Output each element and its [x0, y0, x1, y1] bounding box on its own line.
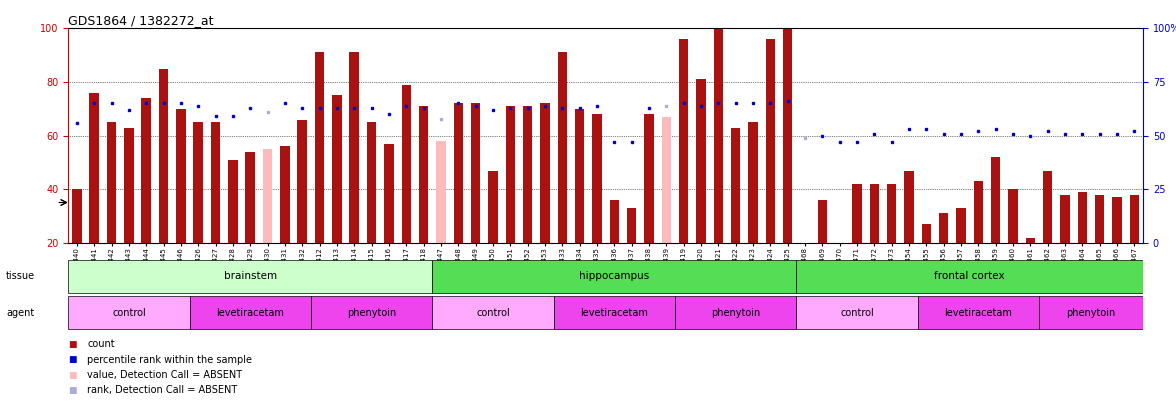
Text: control: control	[840, 308, 874, 318]
Bar	[696, 79, 706, 243]
Bar	[714, 12, 723, 243]
Text: GDS1864 / 1382272_at: GDS1864 / 1382272_at	[68, 14, 214, 27]
Bar	[141, 98, 151, 243]
Bar	[488, 171, 497, 243]
Bar	[679, 39, 688, 243]
Text: hippocampus: hippocampus	[580, 271, 649, 281]
Bar	[211, 122, 220, 243]
Bar	[367, 122, 376, 243]
Bar	[176, 109, 186, 243]
Bar	[869, 184, 880, 243]
Text: levetiracetam: levetiracetam	[944, 308, 1013, 318]
Bar	[835, 243, 844, 248]
Bar	[1040, 296, 1143, 329]
Bar	[1112, 197, 1122, 243]
Bar	[89, 93, 99, 243]
Bar	[189, 296, 310, 329]
Bar	[853, 184, 862, 243]
Bar	[107, 122, 116, 243]
Bar	[662, 117, 671, 243]
Bar	[748, 122, 757, 243]
Bar	[125, 128, 134, 243]
Bar	[470, 103, 480, 243]
Bar	[796, 260, 1143, 293]
Bar	[385, 144, 394, 243]
Bar	[1095, 195, 1104, 243]
Bar	[349, 53, 359, 243]
Text: brainstem: brainstem	[223, 271, 276, 281]
Bar	[557, 53, 567, 243]
Bar	[310, 296, 433, 329]
Text: phenytoin: phenytoin	[347, 308, 396, 318]
Bar	[991, 157, 1001, 243]
Text: control: control	[112, 308, 146, 318]
Text: levetiracetam: levetiracetam	[216, 308, 285, 318]
Text: percentile rank within the sample: percentile rank within the sample	[87, 355, 252, 364]
Bar	[956, 208, 965, 243]
Bar	[1130, 195, 1140, 243]
Text: levetiracetam: levetiracetam	[581, 308, 648, 318]
Bar	[401, 85, 412, 243]
Text: ■: ■	[68, 355, 76, 364]
Bar	[917, 296, 1040, 329]
Bar	[159, 68, 168, 243]
Bar	[72, 190, 81, 243]
Bar	[644, 114, 654, 243]
Text: ■: ■	[68, 371, 76, 379]
Bar	[817, 200, 827, 243]
Bar	[1025, 238, 1035, 243]
Text: ■: ■	[68, 386, 76, 395]
Bar	[731, 128, 741, 243]
Text: control: control	[476, 308, 510, 318]
Bar	[523, 106, 533, 243]
Bar	[938, 213, 949, 243]
Bar	[246, 152, 255, 243]
Bar	[904, 171, 914, 243]
Bar	[575, 109, 584, 243]
Bar	[609, 200, 619, 243]
Bar	[783, 28, 793, 243]
Bar	[454, 103, 463, 243]
Text: rank, Detection Call = ABSENT: rank, Detection Call = ABSENT	[87, 386, 238, 395]
Bar	[433, 260, 796, 293]
Bar	[419, 106, 428, 243]
Text: phenytoin: phenytoin	[711, 308, 761, 318]
Text: value, Detection Call = ABSENT: value, Detection Call = ABSENT	[87, 370, 242, 380]
Bar	[228, 160, 238, 243]
Bar	[974, 181, 983, 243]
Bar	[627, 208, 636, 243]
Bar	[262, 149, 273, 243]
Bar	[1008, 190, 1017, 243]
Bar	[68, 296, 189, 329]
Text: count: count	[87, 339, 114, 349]
Bar	[298, 119, 307, 243]
Bar	[68, 260, 433, 293]
Text: frontal cortex: frontal cortex	[935, 271, 1005, 281]
Bar	[315, 53, 325, 243]
Text: ■: ■	[68, 340, 76, 349]
Bar	[593, 114, 602, 243]
Text: agent: agent	[6, 308, 34, 318]
Bar	[554, 296, 675, 329]
Text: tissue: tissue	[6, 271, 35, 281]
Bar	[433, 296, 554, 329]
Bar	[1077, 192, 1087, 243]
Bar	[506, 106, 515, 243]
Bar	[796, 296, 917, 329]
Bar	[766, 39, 775, 243]
Bar	[194, 122, 203, 243]
Bar	[675, 296, 796, 329]
Bar	[540, 103, 549, 243]
Bar	[922, 224, 931, 243]
Bar	[332, 96, 342, 243]
Bar	[887, 184, 896, 243]
Bar	[436, 141, 446, 243]
Text: phenytoin: phenytoin	[1067, 308, 1116, 318]
Bar	[1043, 171, 1053, 243]
Bar	[280, 147, 289, 243]
Bar	[1061, 195, 1070, 243]
